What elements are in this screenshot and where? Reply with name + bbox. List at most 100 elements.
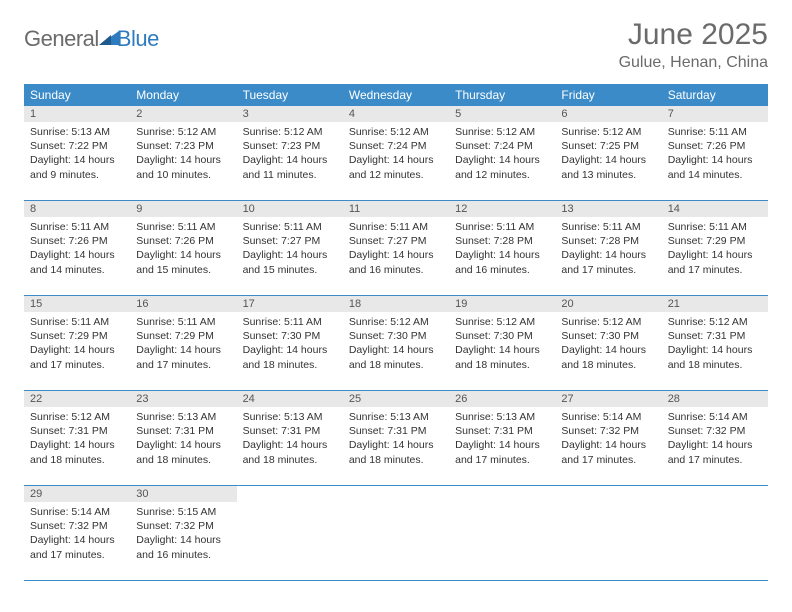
week-row: Sunrise: 5:13 AMSunset: 7:22 PM Daylight:… xyxy=(24,122,768,201)
day-cell: Sunrise: 5:11 AMSunset: 7:27 PMDaylight:… xyxy=(237,217,343,295)
sunrise-text: Sunrise: 5:12 AM xyxy=(243,125,337,139)
day-cell: Sunrise: 5:12 AMSunset: 7:30 PMDaylight:… xyxy=(343,312,449,390)
day-cell: Sunrise: 5:13 AMSunset: 7:31 PMDaylight:… xyxy=(449,407,555,485)
daylight-text: Daylight: 14 hours and 17 minutes. xyxy=(455,438,549,466)
day-cell: Sunrise: 5:15 AMSunset: 7:32 PMDaylight:… xyxy=(130,502,236,580)
sunrise-text: Sunrise: 5:13 AM xyxy=(30,125,124,139)
daylight-text: Daylight: 14 hours and 12 minutes. xyxy=(349,153,443,181)
day-number: 2 xyxy=(130,106,236,122)
sunrise-text: Sunrise: 5:11 AM xyxy=(30,220,124,234)
sunset-text: Sunset: 7:31 PM xyxy=(668,329,762,343)
sunset-text: Sunset: 7:32 PM xyxy=(136,519,230,533)
day-cell xyxy=(237,502,343,580)
day-number: 14 xyxy=(662,201,768,217)
sunrise-text: Sunrise: 5:12 AM xyxy=(561,315,655,329)
title-block: June 2025 Gulue, Henan, China xyxy=(619,18,768,72)
day-cell: Sunrise: 5:11 AMSunset: 7:29 PMDaylight:… xyxy=(662,217,768,295)
day-number-row: 2930 xyxy=(24,486,768,502)
day-number: 9 xyxy=(130,201,236,217)
day-cell: Sunrise: 5:12 AMSunset: 7:23 PMDaylight:… xyxy=(130,122,236,200)
sunrise-text: Sunrise: 5:11 AM xyxy=(136,220,230,234)
day-cell: Sunrise: 5:11 AMSunset: 7:26 PMDaylight:… xyxy=(662,122,768,200)
sunset-text: Sunset: 7:30 PM xyxy=(561,329,655,343)
calendar-grid: SundayMondayTuesdayWednesdayThursdayFrid… xyxy=(24,84,768,581)
day-number: 10 xyxy=(237,201,343,217)
day-number xyxy=(343,486,449,502)
sunset-text: Sunset: 7:26 PM xyxy=(136,234,230,248)
day-number: 13 xyxy=(555,201,661,217)
sunrise-text: Sunrise: 5:11 AM xyxy=(243,220,337,234)
daylight-text: Daylight: 14 hours and 11 minutes. xyxy=(243,153,337,181)
sunset-text: Sunset: 7:26 PM xyxy=(30,234,124,248)
sunrise-text: Sunrise: 5:11 AM xyxy=(30,315,124,329)
sunset-text: Sunset: 7:23 PM xyxy=(136,139,230,153)
sunrise-text: Sunrise: 5:12 AM xyxy=(561,125,655,139)
daylight-text: Daylight: 14 hours and 18 minutes. xyxy=(349,438,443,466)
sunrise-text: Sunrise: 5:11 AM xyxy=(668,125,762,139)
day-cell: Sunrise: 5:14 AMSunset: 7:32 PMDaylight:… xyxy=(555,407,661,485)
day-number: 24 xyxy=(237,391,343,407)
sunset-text: Sunset: 7:28 PM xyxy=(455,234,549,248)
day-number: 29 xyxy=(24,486,130,502)
day-cell: Sunrise: 5:12 AMSunset: 7:30 PMDaylight:… xyxy=(449,312,555,390)
daylight-text: Daylight: 14 hours and 18 minutes. xyxy=(243,343,337,371)
day-cell xyxy=(343,502,449,580)
day-number: 3 xyxy=(237,106,343,122)
day-number-row: 15161718192021 xyxy=(24,296,768,312)
weekday-header: Tuesday xyxy=(237,84,343,106)
sunrise-text: Sunrise: 5:11 AM xyxy=(243,315,337,329)
sunrise-text: Sunrise: 5:12 AM xyxy=(30,410,124,424)
sunset-text: Sunset: 7:30 PM xyxy=(349,329,443,343)
daylight-text: Daylight: 14 hours and 13 minutes. xyxy=(561,153,655,181)
sunset-text: Sunset: 7:26 PM xyxy=(668,139,762,153)
day-number: 11 xyxy=(343,201,449,217)
calendar-page: General Blue June 2025 Gulue, Henan, Chi… xyxy=(0,0,792,599)
logo-text-blue: Blue xyxy=(117,26,159,52)
daylight-text: Daylight: 14 hours and 15 minutes. xyxy=(136,248,230,276)
day-cell: Sunrise: 5:11 AMSunset: 7:28 PMDaylight:… xyxy=(449,217,555,295)
daylight-text: Daylight: 14 hours and 18 minutes. xyxy=(561,343,655,371)
day-cell: Sunrise: 5:11 AMSunset: 7:26 PMDaylight:… xyxy=(24,217,130,295)
sunset-text: Sunset: 7:31 PM xyxy=(349,424,443,438)
sunset-text: Sunset: 7:27 PM xyxy=(243,234,337,248)
daylight-text: Daylight: 14 hours and 18 minutes. xyxy=(668,343,762,371)
sunset-text: Sunset: 7:24 PM xyxy=(349,139,443,153)
daylight-text: Daylight: 14 hours and 10 minutes. xyxy=(136,153,230,181)
weekday-header-row: SundayMondayTuesdayWednesdayThursdayFrid… xyxy=(24,84,768,106)
day-cell: Sunrise: 5:11 AMSunset: 7:29 PMDaylight:… xyxy=(130,312,236,390)
day-number: 7 xyxy=(662,106,768,122)
sunset-text: Sunset: 7:31 PM xyxy=(455,424,549,438)
daylight-text: Daylight: 14 hours and 17 minutes. xyxy=(561,248,655,276)
sunset-text: Sunset: 7:31 PM xyxy=(30,424,124,438)
sunrise-text: Sunrise: 5:12 AM xyxy=(455,315,549,329)
day-number: 25 xyxy=(343,391,449,407)
sunset-text: Sunset: 7:22 PM xyxy=(30,139,124,153)
weekday-header: Wednesday xyxy=(343,84,449,106)
day-cell: Sunrise: 5:14 AMSunset: 7:32 PMDaylight:… xyxy=(662,407,768,485)
day-number: 8 xyxy=(24,201,130,217)
day-cell: Sunrise: 5:12 AMSunset: 7:31 PMDaylight:… xyxy=(662,312,768,390)
day-number: 6 xyxy=(555,106,661,122)
day-number xyxy=(237,486,343,502)
weekday-header: Thursday xyxy=(449,84,555,106)
day-cell: Sunrise: 5:11 AMSunset: 7:29 PMDaylight:… xyxy=(24,312,130,390)
sunrise-text: Sunrise: 5:14 AM xyxy=(561,410,655,424)
sunrise-text: Sunrise: 5:15 AM xyxy=(136,505,230,519)
day-number: 23 xyxy=(130,391,236,407)
day-number: 30 xyxy=(130,486,236,502)
logo-triangle-icon xyxy=(99,29,119,50)
daylight-text: Daylight: 14 hours and 17 minutes. xyxy=(668,248,762,276)
day-cell: Sunrise: 5:13 AMSunset: 7:31 PMDaylight:… xyxy=(237,407,343,485)
daylight-text: Daylight: 14 hours and 18 minutes. xyxy=(136,438,230,466)
day-cell: Sunrise: 5:14 AMSunset: 7:32 PMDaylight:… xyxy=(24,502,130,580)
day-number: 17 xyxy=(237,296,343,312)
sunrise-text: Sunrise: 5:14 AM xyxy=(30,505,124,519)
day-cell xyxy=(449,502,555,580)
sunset-text: Sunset: 7:23 PM xyxy=(243,139,337,153)
sunset-text: Sunset: 7:28 PM xyxy=(561,234,655,248)
day-cell: Sunrise: 5:13 AMSunset: 7:31 PMDaylight:… xyxy=(130,407,236,485)
day-number: 20 xyxy=(555,296,661,312)
location: Gulue, Henan, China xyxy=(619,54,768,72)
weekday-header: Friday xyxy=(555,84,661,106)
sunset-text: Sunset: 7:24 PM xyxy=(455,139,549,153)
